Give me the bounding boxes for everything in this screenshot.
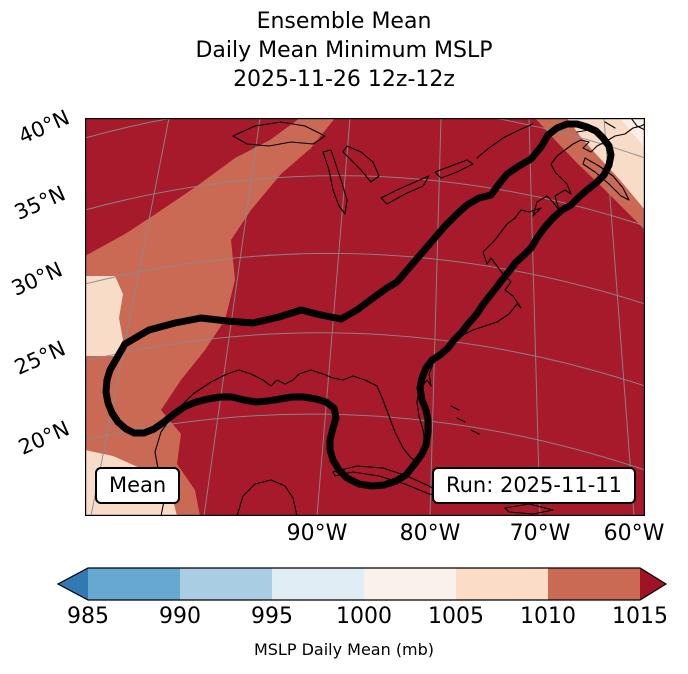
- y-tick-30n: 30°N: [7, 257, 67, 301]
- parallel-25n: [85, 332, 645, 387]
- yucatan-peninsula: [236, 479, 298, 516]
- bahamas-islands: [450, 405, 480, 435]
- lake-michigan: [322, 149, 348, 215]
- colorbar-seg-995-1000: [272, 568, 364, 600]
- x-tick-60w: 60°W: [603, 521, 665, 546]
- meridian-70w: [528, 118, 541, 516]
- lake-superior: [232, 121, 326, 147]
- colorbar-seg-1010-1015: [548, 568, 640, 600]
- colorbar: [56, 567, 668, 601]
- title-line-2: Daily Mean Minimum MSLP: [195, 38, 493, 63]
- colorbar-seg-1005-1010: [456, 568, 548, 600]
- cb-tick-1005: 1005: [428, 604, 484, 629]
- map-frame: [85, 118, 645, 516]
- title-line-3: 2025-11-26 12z-12z: [233, 67, 455, 92]
- mean-annotation-box: Mean: [95, 467, 181, 504]
- lake-ontario: [434, 159, 474, 179]
- lake-huron: [342, 145, 380, 183]
- x-tick-70w: 70°W: [509, 521, 571, 546]
- fill-cream-corner: [620, 118, 645, 148]
- run-annotation-box: Run: 2025-11-11: [431, 467, 636, 504]
- parallel-30n: [85, 252, 645, 305]
- figure-title: Ensemble Mean Daily Mean Minimum MSLP 20…: [0, 7, 688, 94]
- cb-tick-990: 990: [159, 604, 201, 629]
- x-tick-80w: 80°W: [399, 521, 461, 546]
- cb-tick-1015: 1015: [612, 604, 668, 629]
- meridian-110w: [90, 118, 170, 516]
- hispaniola-island: [504, 503, 554, 515]
- colorbar-under-arrow: [58, 568, 88, 600]
- run-annotation-label: Run: 2025-11-11: [445, 473, 622, 497]
- colorbar-seg-990-995: [180, 568, 272, 600]
- st-lawrence-river: [476, 123, 534, 159]
- x-tick-90w: 90°W: [286, 521, 348, 546]
- colorbar-seg-1000-1005: [364, 568, 456, 600]
- y-tick-25n: 25°N: [10, 336, 70, 380]
- thick-mslp-contour: [102, 120, 615, 490]
- fill-pale-west: [85, 276, 123, 356]
- meridian-100w: [203, 118, 261, 516]
- map-plot: [85, 118, 645, 516]
- meridian-80w: [429, 118, 442, 516]
- colorbar-over-arrow: [640, 568, 666, 600]
- colorbar-axis-label: MSLP Daily Mean (mb): [253, 640, 435, 659]
- cb-tick-1000: 1000: [336, 604, 392, 629]
- cb-tick-1010: 1010: [520, 604, 576, 629]
- cb-tick-995: 995: [251, 604, 293, 629]
- coast-gulf-atlantic: [154, 123, 645, 516]
- fill-deep-red-main: [161, 118, 645, 516]
- parallel-40n: [85, 118, 645, 159]
- y-tick-40n: 40°N: [14, 105, 74, 149]
- y-tick-20n: 20°N: [14, 416, 74, 460]
- colorbar-seg-985-990: [88, 568, 180, 600]
- cb-tick-985: 985: [67, 604, 109, 629]
- lake-erie: [380, 175, 430, 205]
- colorbar-outline: [56, 567, 668, 601]
- newfoundland-fragment: [604, 118, 645, 131]
- mean-annotation-label: Mean: [109, 473, 167, 497]
- title-line-1: Ensemble Mean: [256, 9, 432, 34]
- y-tick-35n: 35°N: [10, 181, 70, 225]
